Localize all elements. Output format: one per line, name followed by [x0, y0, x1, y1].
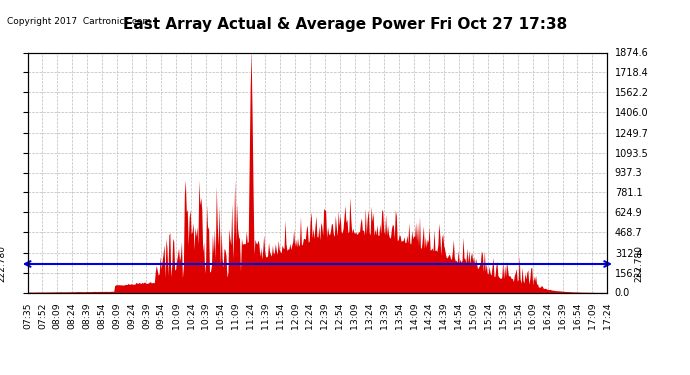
Text: 222.780: 222.780: [0, 246, 6, 282]
Text: East Array Actual & Average Power Fri Oct 27 17:38: East Array Actual & Average Power Fri Oc…: [123, 17, 567, 32]
Text: 222.780: 222.780: [635, 246, 644, 282]
Text: Copyright 2017  Cartronics.com: Copyright 2017 Cartronics.com: [7, 17, 151, 26]
